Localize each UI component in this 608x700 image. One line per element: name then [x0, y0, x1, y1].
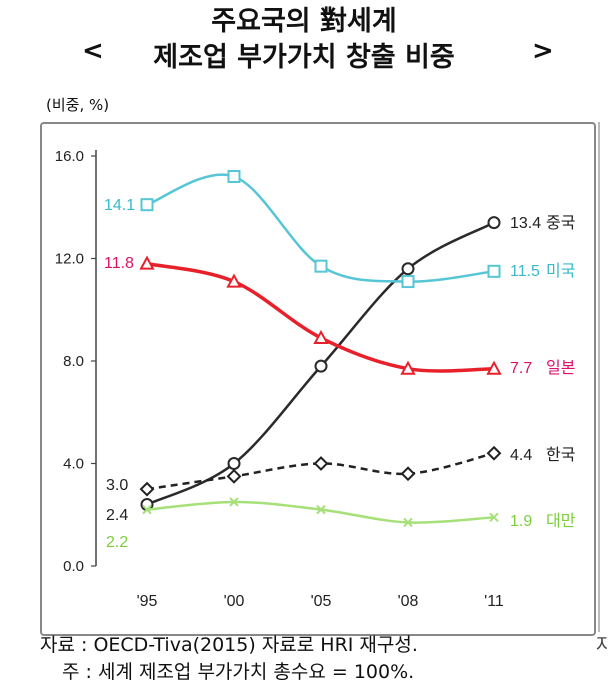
data-point: [400, 466, 416, 482]
x-tick-label: '11: [484, 593, 504, 610]
title-bracket-left: <: [82, 36, 104, 66]
data-point: [316, 504, 326, 515]
data-point: [229, 497, 239, 507]
chart-frame: [40, 122, 596, 636]
y-tick-label: 8.0: [63, 353, 84, 370]
title-bracket-right: >: [532, 36, 554, 66]
data-point: [227, 457, 241, 470]
end-value-label: 1.9: [510, 513, 532, 530]
adjacent-panel-edge: [598, 122, 608, 632]
series-line-4: [146, 500, 495, 524]
x-tick-label: '00: [224, 593, 245, 610]
data-point: [314, 259, 328, 273]
data-point: [226, 468, 242, 484]
data-point: [227, 170, 241, 183]
start-value-label: 2.2: [106, 534, 128, 551]
data-point: [487, 264, 501, 278]
footnote: 주 : 세계 제조업 부가가치 총수요 = 100%.: [62, 661, 415, 683]
series-name-label: 한국: [546, 445, 575, 464]
y-axis-unit-label: (비중, %): [46, 96, 110, 114]
data-point: [403, 517, 413, 528]
data-point: [486, 360, 502, 375]
start-value-label: 2.4: [106, 507, 128, 524]
data-point: [313, 329, 329, 344]
series-line-3: [146, 452, 495, 491]
start-value-label: 11.8: [104, 255, 134, 272]
adjacent-panel-text: 자: [596, 634, 608, 656]
data-point: [486, 445, 502, 461]
data-point: [140, 198, 154, 212]
y-tick-label: 16.0: [55, 148, 84, 165]
data-point: [401, 275, 415, 289]
start-value-label: 3.0: [106, 477, 128, 494]
x-tick-label: '08: [398, 593, 419, 610]
data-point: [139, 255, 155, 270]
data-point: [142, 504, 152, 515]
data-point: [489, 512, 499, 523]
source-note: 자료 : OECD-Tiva(2015) 자료로 HRI 재구성.: [40, 634, 418, 656]
x-tick-label: '05: [311, 593, 332, 610]
series-name-label: 중국: [546, 213, 575, 232]
data-point: [401, 262, 415, 276]
data-point: [313, 456, 329, 471]
data-point: [139, 481, 155, 497]
title-line-1: 주요국의 對세계: [211, 6, 397, 37]
y-tick-label: 0.0: [63, 558, 84, 575]
chart-title: 주요국의 對세계 제조업 부가가치 창출 비중: [0, 4, 608, 76]
end-value-label: 11.5: [510, 263, 540, 280]
x-tick-label: '95: [137, 593, 158, 610]
data-point: [400, 360, 416, 375]
start-value-label: 14.1: [104, 197, 135, 214]
title-line-2: 제조업 부가가치 창출 비중: [153, 42, 455, 73]
series-name-label: 일본: [546, 358, 575, 377]
data-point: [487, 216, 501, 230]
data-point: [226, 273, 242, 288]
y-tick-label: 12.0: [55, 251, 84, 268]
end-value-label: 13.4: [510, 215, 541, 232]
end-value-label: 4.4: [510, 447, 532, 464]
end-value-label: 7.7: [510, 360, 532, 377]
series-name-label: 대만: [546, 511, 576, 530]
y-tick-label: 4.0: [63, 456, 84, 473]
series-name-label: 미국: [546, 261, 575, 280]
data-point: [314, 359, 328, 373]
